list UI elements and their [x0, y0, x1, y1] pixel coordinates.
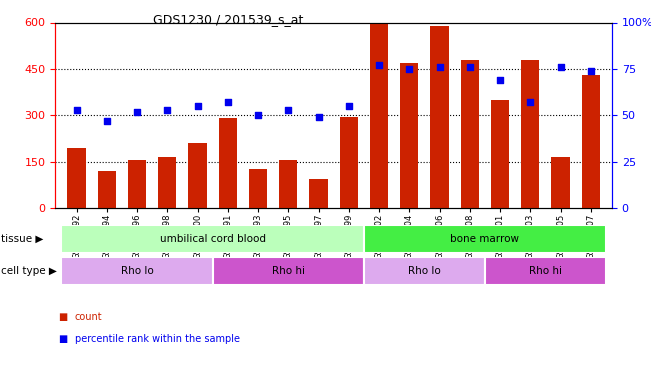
Bar: [219, 118, 237, 208]
Point: [495, 77, 505, 83]
Bar: [309, 179, 327, 208]
Point: [253, 112, 263, 118]
Bar: [400, 63, 419, 208]
Bar: [461, 60, 479, 208]
Text: cell type ▶: cell type ▶: [1, 266, 57, 276]
Text: percentile rank within the sample: percentile rank within the sample: [75, 334, 240, 344]
Point: [404, 66, 415, 72]
Point: [162, 107, 173, 113]
Text: GDS1230 / 201539_s_at: GDS1230 / 201539_s_at: [153, 13, 303, 26]
Point: [585, 68, 596, 74]
Point: [555, 64, 566, 70]
Bar: [249, 170, 267, 208]
Point: [192, 103, 202, 109]
Point: [344, 103, 354, 109]
Point: [72, 107, 82, 113]
Text: umbilical cord blood: umbilical cord blood: [159, 234, 266, 244]
Bar: [128, 160, 146, 208]
Bar: [68, 148, 85, 208]
Bar: [582, 75, 600, 208]
Text: count: count: [75, 312, 102, 322]
Text: ■: ■: [59, 312, 68, 322]
Point: [283, 107, 294, 113]
Point: [525, 99, 536, 105]
Point: [434, 64, 445, 70]
Text: bone marrow: bone marrow: [450, 234, 519, 244]
Bar: [61, 257, 213, 285]
Point: [132, 109, 142, 115]
Text: tissue ▶: tissue ▶: [1, 234, 44, 244]
Bar: [370, 22, 388, 208]
Point: [223, 99, 233, 105]
Text: Rho hi: Rho hi: [271, 266, 305, 276]
Bar: [188, 143, 206, 208]
Bar: [61, 225, 364, 253]
Text: Rho lo: Rho lo: [408, 266, 441, 276]
Bar: [430, 26, 449, 208]
Point: [465, 64, 475, 70]
Bar: [364, 225, 606, 253]
Bar: [279, 160, 298, 208]
Bar: [485, 257, 606, 285]
Bar: [521, 60, 539, 208]
Bar: [158, 157, 176, 208]
Bar: [98, 171, 116, 208]
Point: [102, 118, 112, 124]
Bar: [364, 257, 485, 285]
Bar: [491, 100, 509, 208]
Bar: [551, 157, 570, 208]
Text: Rho hi: Rho hi: [529, 266, 562, 276]
Bar: [340, 117, 358, 208]
Text: Rho lo: Rho lo: [120, 266, 154, 276]
Point: [374, 62, 384, 68]
Text: ■: ■: [59, 334, 68, 344]
Point: [313, 114, 324, 120]
Bar: [213, 257, 364, 285]
